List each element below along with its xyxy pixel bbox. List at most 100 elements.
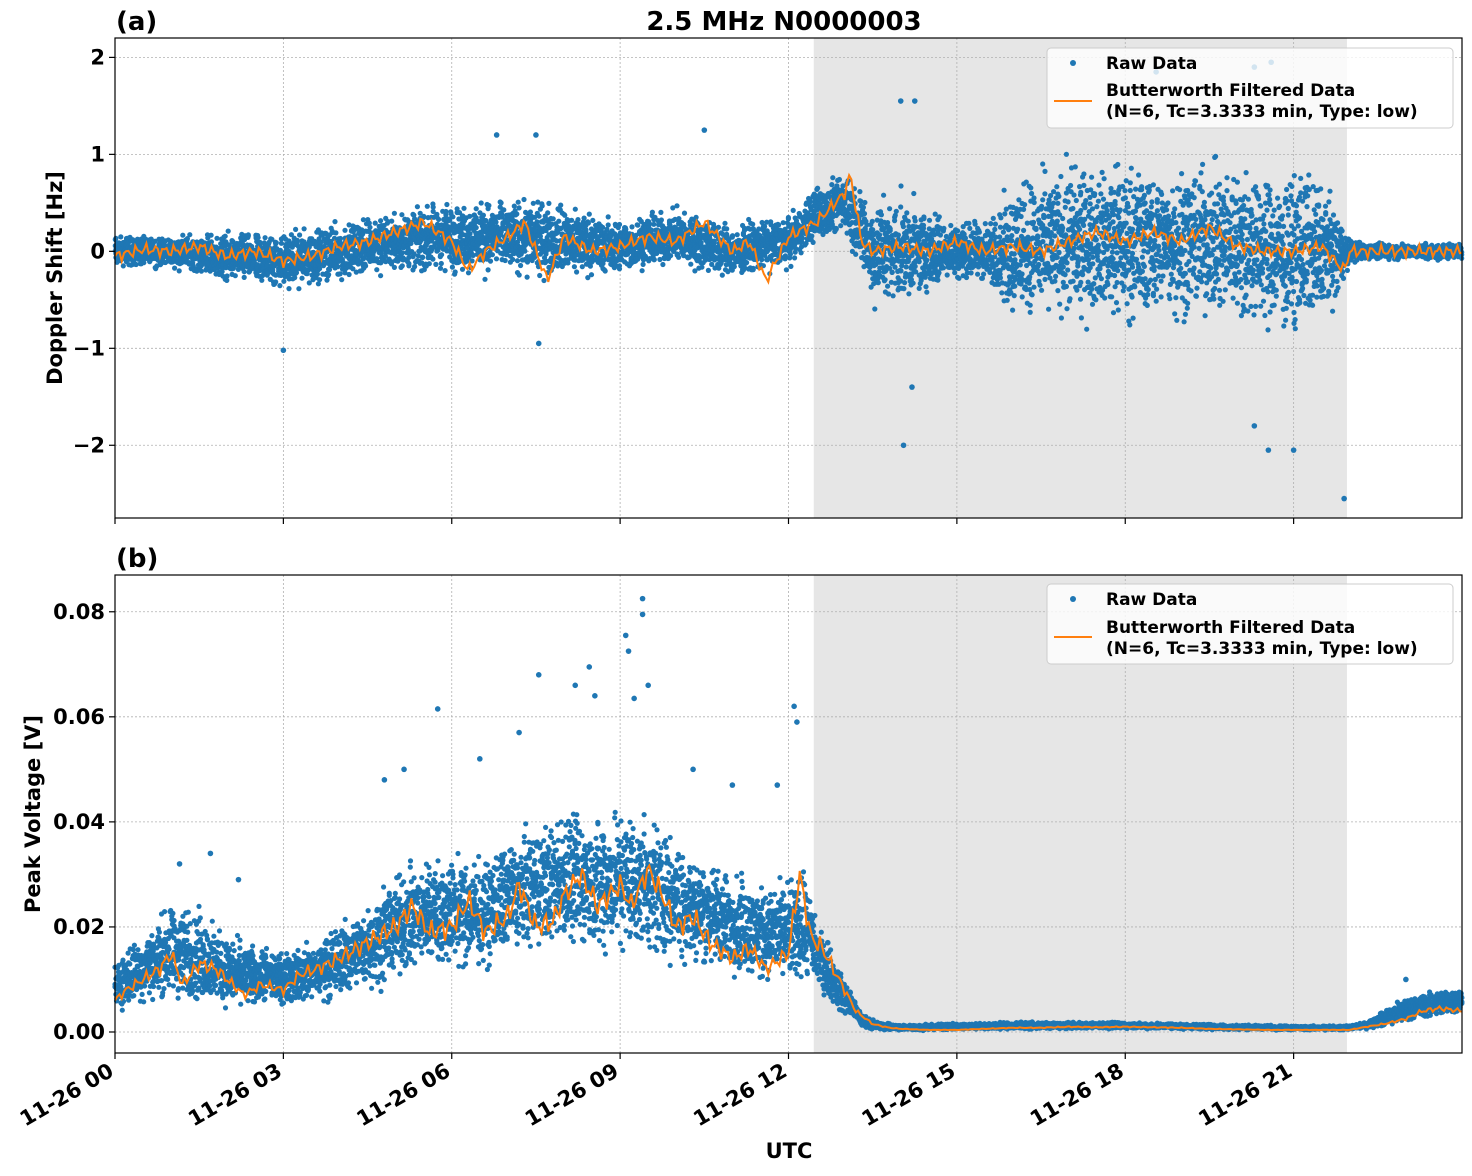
raw-data-point <box>494 256 499 261</box>
raw-data-point <box>453 269 458 274</box>
raw-data-point <box>522 249 527 254</box>
raw-data-point <box>518 263 523 268</box>
raw-data-point <box>274 240 279 245</box>
raw-data-point <box>510 257 515 262</box>
raw-data-point <box>623 227 628 232</box>
raw-data-point <box>363 263 368 268</box>
raw-data-point <box>720 273 725 278</box>
raw-data-point <box>890 270 895 275</box>
raw-data-point <box>606 222 611 227</box>
raw-data-point <box>799 250 804 255</box>
raw-data-point <box>479 200 484 205</box>
raw-data-point <box>199 269 204 274</box>
raw-data-point <box>517 205 522 210</box>
raw-data-point <box>299 276 304 281</box>
raw-data-point <box>857 189 862 194</box>
raw-data-point <box>342 228 347 233</box>
raw-data-point <box>885 284 890 289</box>
raw-data-point <box>964 275 969 280</box>
raw-data-point <box>919 278 924 283</box>
raw-data-point <box>921 216 926 221</box>
raw-data-point <box>493 220 498 225</box>
raw-data-point <box>886 291 891 296</box>
raw-data-point <box>525 275 530 280</box>
raw-data-point <box>113 236 118 241</box>
raw-data-point <box>936 270 941 275</box>
raw-data-point <box>589 272 594 277</box>
raw-data-point <box>937 214 942 219</box>
raw-data-point <box>406 263 411 268</box>
raw-data-point <box>784 267 789 272</box>
raw-data-point <box>668 253 673 258</box>
raw-data-point <box>172 266 177 271</box>
raw-data-point <box>430 257 435 262</box>
raw-data-point <box>572 264 577 269</box>
raw-data-point <box>488 259 493 264</box>
raw-data-point <box>378 273 383 278</box>
raw-data-point <box>861 205 866 210</box>
raw-data-point <box>259 278 264 283</box>
raw-data-point <box>862 200 867 205</box>
raw-data-point <box>443 268 448 273</box>
raw-data-point <box>730 233 735 238</box>
raw-data-point <box>917 259 922 264</box>
raw-data-point <box>575 217 580 222</box>
raw-data-point <box>450 265 455 270</box>
raw-data-point <box>924 258 929 263</box>
raw-data-point <box>582 216 587 221</box>
raw-data-point <box>225 273 230 278</box>
raw-data-point <box>969 270 974 275</box>
raw-data-point <box>927 218 932 223</box>
raw-data-point <box>438 266 443 271</box>
raw-data-point <box>603 268 608 273</box>
raw-data-point <box>887 206 892 211</box>
raw-data-point <box>433 262 438 267</box>
raw-data-point <box>904 210 909 215</box>
raw-data-point <box>660 262 665 267</box>
raw-data-point <box>948 223 953 228</box>
raw-data-point <box>824 200 829 205</box>
raw-data-point <box>302 226 307 231</box>
raw-data-point <box>688 262 693 267</box>
raw-data-point <box>629 224 634 229</box>
raw-data-point <box>338 236 343 241</box>
raw-data-point <box>399 212 404 217</box>
raw-data-point <box>906 291 911 296</box>
raw-data-point <box>898 183 903 188</box>
raw-data-point <box>281 279 286 284</box>
raw-data-point <box>263 235 268 240</box>
raw-data-point <box>967 226 972 231</box>
raw-data-point <box>641 262 646 267</box>
raw-data-point <box>744 260 749 265</box>
raw-data-point <box>515 258 520 263</box>
raw-data-point <box>226 229 231 234</box>
raw-data-point <box>277 283 282 288</box>
raw-data-point <box>540 203 545 208</box>
raw-data-point <box>546 201 551 206</box>
raw-data-point <box>966 221 971 226</box>
raw-data-point <box>273 279 278 284</box>
raw-data-point <box>374 267 379 272</box>
raw-data-point <box>392 211 397 216</box>
raw-data-point <box>528 209 533 214</box>
raw-data-point <box>809 233 814 238</box>
raw-data-point <box>583 227 588 232</box>
raw-data-point <box>297 232 302 237</box>
raw-data-point <box>699 265 704 270</box>
raw-data-point <box>751 267 756 272</box>
raw-data-point <box>879 212 884 217</box>
raw-data-point <box>923 284 928 289</box>
raw-data-point <box>735 232 740 237</box>
raw-data-point <box>590 218 595 223</box>
raw-data-point <box>706 268 711 273</box>
raw-data-point <box>885 220 890 225</box>
raw-data-point <box>444 202 449 207</box>
raw-data-point <box>481 213 486 218</box>
raw-data-point <box>952 270 957 275</box>
raw-data-point <box>439 252 444 257</box>
raw-data-point <box>829 182 834 187</box>
raw-data-point <box>617 222 622 227</box>
raw-data-point <box>917 286 922 291</box>
raw-data-point <box>558 203 563 208</box>
